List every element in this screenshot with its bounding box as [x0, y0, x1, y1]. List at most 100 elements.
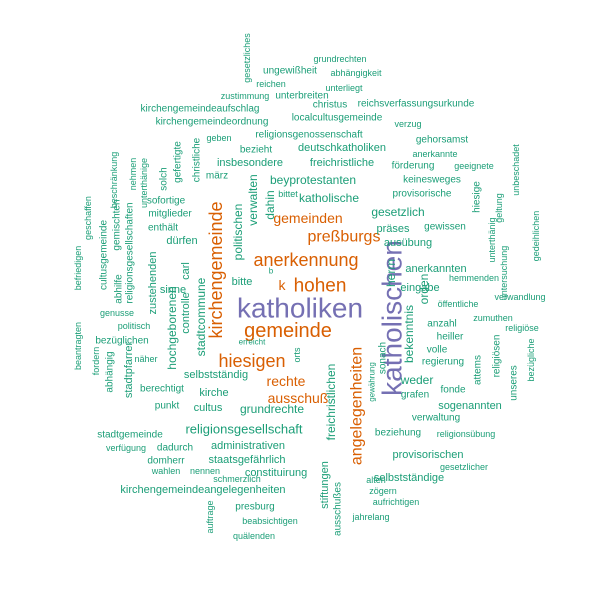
- cloud-word-k: k: [279, 277, 287, 293]
- cloud-word-unbeschadet: unbeschadet: [511, 144, 521, 196]
- cloud-word-erreicht: erreicht: [239, 338, 266, 347]
- cloud-word-sinne: sinne: [160, 284, 186, 296]
- cloud-word-verzug: verzug: [394, 119, 421, 129]
- cloud-word-katholischen: katholischen: [377, 240, 408, 396]
- cloud-word-bittet: bittet: [278, 189, 298, 199]
- cloud-word-berechtigt: berechtigt: [140, 384, 184, 395]
- cloud-word-keinesweges: keinesweges: [403, 175, 461, 186]
- cloud-word-beabsichtigen: beabsichtigen: [242, 516, 298, 526]
- cloud-word-anzahl: anzahl: [427, 319, 456, 330]
- cloud-word-quaelenden: quälenden: [233, 531, 275, 541]
- cloud-word-gesetzlich: gesetzlich: [371, 205, 424, 219]
- cloud-word-religionsgesellschaft: religionsgesellschaft: [185, 422, 302, 437]
- cloud-word-hemmenden: hemmenden: [449, 273, 499, 283]
- cloud-word-heiller: heiller: [437, 332, 464, 343]
- cloud-word-foerderung: förderung: [392, 161, 435, 172]
- cloud-word-maerz: märz: [206, 171, 228, 182]
- cloud-word-anerkennung: anerkennung: [253, 250, 358, 270]
- cloud-word-rechte: rechte: [267, 373, 306, 389]
- cloud-word-fonde: fonde: [440, 385, 465, 396]
- cloud-word-solch: solch: [159, 167, 170, 190]
- cloud-word-gemischten: gemischten: [112, 199, 123, 250]
- cloud-word-enthaelt: enthält: [148, 223, 178, 234]
- cloud-word-bekenntnis: bekenntnis: [402, 305, 416, 363]
- cloud-word-orden: orden: [417, 274, 431, 305]
- cloud-word-hiesigen: hiesigen: [218, 351, 285, 371]
- cloud-word-ausuebung: ausübung: [384, 237, 432, 249]
- cloud-word-duerfen: dürfen: [166, 235, 197, 247]
- cloud-word-anerkannten: anerkannten: [405, 263, 466, 275]
- cloud-word-domherr: domherr: [147, 456, 185, 467]
- cloud-word-verwalten: verwalten: [246, 174, 260, 225]
- cloud-word-insbesondere: insbesondere: [217, 157, 283, 169]
- cloud-word-selbststaendig: selbstständig: [184, 369, 248, 381]
- cloud-word-pressburgs: preßburgs: [308, 229, 381, 246]
- cloud-word-weder: weder: [400, 373, 434, 387]
- cloud-word-abhaengigkeit: abhängigkeit: [330, 68, 382, 78]
- cloud-word-wahlen: wahlen: [151, 466, 181, 476]
- cloud-word-angelegenheiten: angelegenheiten: [349, 347, 366, 465]
- cloud-word-praeses: präses: [376, 223, 410, 235]
- cloud-word-localcultusgemeinde: localcultusgemeinde: [292, 113, 383, 124]
- cloud-word-bezuegliche: bezügliche: [526, 338, 536, 381]
- cloud-word-staatsgefaehrlich: staatsgefährlich: [208, 454, 285, 466]
- cloud-word-attems: attems: [473, 355, 484, 385]
- cloud-word-nennen: nennen: [190, 466, 220, 476]
- cloud-word-stadtpfarrer: stadtpfarrer: [123, 342, 135, 399]
- cloud-word-zustimmung: zustimmung: [221, 91, 270, 101]
- cloud-word-politisch: politisch: [118, 321, 151, 331]
- cloud-word-grafen: grafen: [401, 390, 429, 401]
- cloud-word-carl: carl: [180, 262, 192, 280]
- cloud-word-religionsgenossenschaft: religionsgenossenschaft: [255, 130, 363, 141]
- cloud-word-gemeinden: gemeinden: [273, 210, 342, 226]
- cloud-word-unterliegt: unterliegt: [325, 83, 363, 93]
- cloud-word-dadurch: dadurch: [157, 443, 193, 454]
- cloud-word-gedeihlichen: gedeihlichen: [531, 211, 541, 262]
- cloud-word-ungewissheit: ungewißheit: [263, 66, 317, 77]
- cloud-word-untersuchung: untersuchung: [499, 246, 509, 301]
- cloud-word-katholische: katholische: [299, 191, 359, 205]
- cloud-word-volle: volle: [427, 345, 448, 356]
- cloud-word-zoegern: zögern: [369, 486, 397, 496]
- cloud-word-reichen: reichen: [256, 79, 286, 89]
- cloud-word-regierung: regierung: [422, 357, 464, 368]
- cloud-word-unseres: unseres: [509, 365, 520, 401]
- cloud-word-bezieht: bezieht: [240, 145, 272, 156]
- cloud-word-provisorischen: provisorischen: [393, 449, 464, 461]
- cloud-word-sofortige: sofortige: [147, 196, 186, 207]
- cloud-word-presburg: presburg: [235, 502, 274, 513]
- cloud-word-abhilfe: abhilfe: [114, 274, 125, 304]
- cloud-word-gefertigte: gefertigte: [173, 141, 184, 183]
- cloud-word-befriedigen: befriedigen: [73, 246, 83, 291]
- cloud-word-orts: orts: [292, 347, 302, 363]
- cloud-word-reichsverfassungsurkunde: reichsverfassungsurkunde: [358, 99, 475, 110]
- cloud-word-kirchengemeindeordnung: kirchengemeindeordnung: [156, 117, 269, 128]
- cloud-word-gewissen: gewissen: [424, 222, 466, 233]
- cloud-word-abhaengig: abhängig: [105, 351, 116, 392]
- cloud-word-geltung: geltung: [494, 193, 504, 223]
- cloud-word-religionsgesellschaften: religionsgesellschaften: [125, 202, 136, 303]
- cloud-word-bezueglichen: bezüglichen: [95, 336, 148, 347]
- cloud-word-katholiken: katholiken: [237, 293, 363, 324]
- cloud-word-constituirung: constituirung: [245, 467, 307, 479]
- cloud-word-jahrelang: jahrelang: [351, 512, 389, 522]
- cloud-word-gewaehrung: gewährung: [368, 362, 377, 402]
- cloud-word-beziehung: beziehung: [375, 428, 421, 439]
- cloud-word-herrn: herrn: [384, 259, 398, 287]
- cloud-word-verwaltung: verwaltung: [412, 413, 460, 424]
- cloud-word-sogenannten: sogenannten: [438, 400, 502, 412]
- cloud-word-freichristliche: freichristliche: [310, 157, 374, 169]
- cloud-word-naeher: näher: [134, 354, 157, 364]
- cloud-word-controlle: controlle: [180, 292, 192, 334]
- cloud-word-provisorische: provisorische: [393, 189, 452, 200]
- cloud-word-ausschusses: ausschußes: [333, 482, 344, 536]
- cloud-word-oeffentliche: öffentliche: [438, 299, 479, 309]
- cloud-word-grundrechte: grundrechte: [240, 402, 304, 416]
- cloud-word-hochgeborenen: hochgeborenen: [165, 286, 179, 369]
- cloud-word-grundrechten: grundrechten: [313, 54, 366, 64]
- cloud-word-beyprotestanten: beyprotestanten: [270, 173, 356, 187]
- cloud-word-verwandlung: verwandlung: [494, 292, 545, 302]
- cloud-word-dahin: dahin: [263, 190, 277, 219]
- cloud-word-schmerzlich: schmerzlich: [213, 474, 261, 484]
